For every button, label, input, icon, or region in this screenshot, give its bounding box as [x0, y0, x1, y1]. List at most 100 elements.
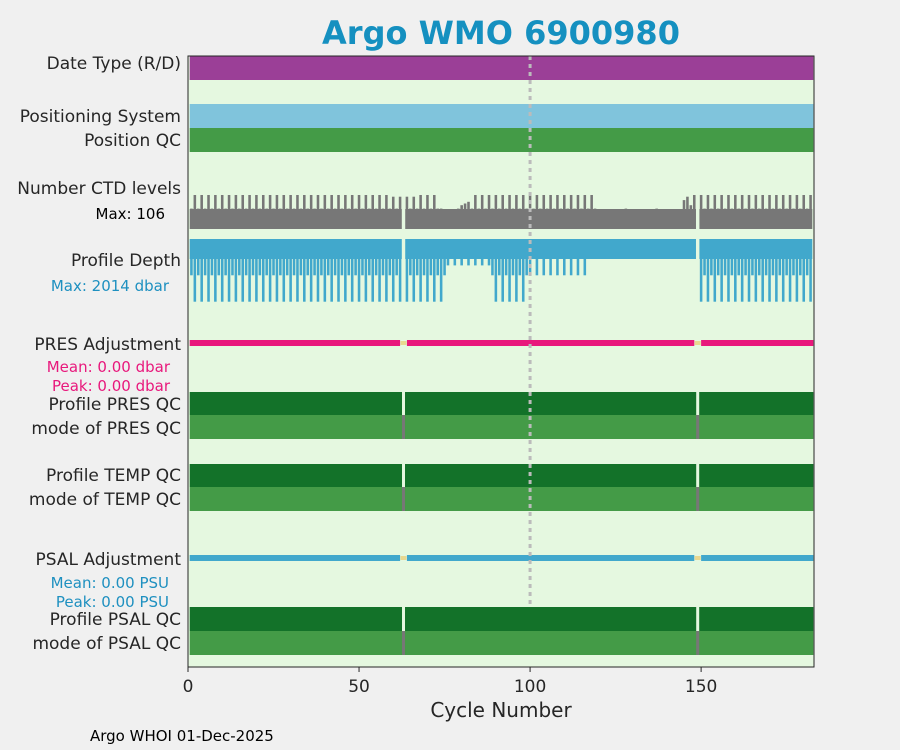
depth-bar-cycle-178	[795, 239, 799, 302]
depth-bar-cycle-64	[405, 239, 409, 302]
position-qc-band	[189, 128, 814, 152]
depth-bar-cycle-180	[802, 239, 806, 302]
footer-credit: Argo WHOI 01-Dec-2025	[90, 727, 274, 745]
depth-bar-cycle-172	[775, 239, 778, 302]
pres-adjustment-line-segment-3	[701, 340, 814, 346]
mode-temp-qc-band-gap-1	[402, 487, 406, 511]
row-label-profile-temp-qc: Profile TEMP QC	[46, 466, 181, 486]
row-label-mode-temp-qc: mode of TEMP QC	[29, 490, 181, 510]
plot-frame	[187, 55, 815, 668]
depth-bar-cycle-164	[747, 239, 751, 302]
depth-bar-cycle-58	[385, 239, 388, 302]
depth-bar-cycle-158	[727, 239, 730, 302]
pres-adjustment-line-gap-marker-1	[400, 341, 407, 345]
depth-bar-cycle-150	[699, 239, 703, 302]
row-label-date-type: Date Type (R/D)	[47, 54, 181, 74]
profile-psal-qc-band-gap-1	[402, 607, 406, 631]
depth-bar-cycle-94	[508, 239, 511, 302]
x-tick-label-50: 50	[348, 677, 370, 697]
depth-bar-cycle-74	[439, 239, 443, 302]
depth-bar-cycle-66	[412, 239, 416, 302]
depth-bar-cycle-60	[391, 239, 395, 302]
depth-bar-cycle-160	[734, 239, 737, 302]
depth-bar-cycle-10	[220, 239, 224, 302]
pres-adjustment-line-segment-2	[406, 340, 695, 346]
depth-bar-cycle-68	[419, 239, 422, 302]
psal-adjustment-line-gap-marker-2	[694, 556, 701, 560]
psal-peak-annotation: Peak: 0.00 PSU	[56, 593, 169, 611]
depth-bar-cycle-168	[761, 239, 764, 302]
depth-bar-cycle-12	[227, 239, 231, 302]
depth-bar-cycle-98	[521, 239, 525, 302]
depth-bar-cycle-40	[323, 239, 327, 302]
ctd-base-band-3	[699, 209, 813, 229]
depth-bar-cycle-90	[494, 239, 498, 302]
depth-bar-cycle-96	[515, 239, 518, 302]
row-label-ctd-levels: Number CTD levels	[17, 179, 181, 199]
pres-peak-annotation: Peak: 0.00 dbar	[52, 377, 171, 395]
row-label-mode-psal-qc: mode of PSAL QC	[32, 634, 181, 654]
psal-adjustment-line-segment-3	[701, 555, 814, 561]
mode-temp-qc-band	[189, 487, 814, 511]
row-label-profile-pres-qc: Profile PRES QC	[48, 395, 181, 415]
pres-adjustment-line-gap-marker-2	[694, 341, 701, 345]
depth-bar-cycle-8	[214, 239, 217, 302]
depth-base-band-1	[189, 239, 402, 259]
profile-temp-qc-band-gap-2	[696, 464, 700, 487]
depth-bar-cycle-32	[296, 239, 299, 302]
mode-temp-qc-band-gap-2	[696, 487, 700, 511]
depth-bar-cycle-72	[433, 239, 436, 302]
mode-psal-qc-band-gap-2	[696, 631, 700, 655]
depth-bar-cycle-14	[234, 239, 238, 302]
depth-bar-cycle-34	[303, 239, 306, 302]
chart-marks	[189, 56, 814, 655]
pres-mean-annotation: Mean: 0.00 dbar	[47, 358, 171, 376]
ctd-base-band-1	[189, 209, 402, 229]
depth-bar-cycle-36	[309, 239, 313, 302]
row-label-profile-depth: Profile Depth	[71, 251, 181, 271]
depth-bar-cycle-62	[398, 239, 402, 302]
depth-base-band-3	[699, 239, 813, 259]
profile-pres-qc-band-gap-1	[402, 392, 406, 415]
depth-bar-cycle-154	[713, 239, 717, 302]
profile-psal-qc-band	[189, 607, 814, 631]
mode-psal-qc-band-gap-1	[402, 631, 406, 655]
mode-pres-qc-band	[189, 415, 814, 439]
profile-pres-qc-band-gap-2	[696, 392, 700, 415]
depth-bar-cycle-28	[282, 239, 286, 302]
profile-pres-qc-band	[189, 392, 814, 415]
depth-bar-cycle-70	[426, 239, 429, 302]
row-label-pres-adjustment: PRES Adjustment	[34, 335, 181, 355]
depth-bar-cycle-92	[501, 239, 504, 302]
ctd-base-band-2	[405, 209, 696, 229]
row-label-positioning-system: Positioning System	[20, 107, 181, 127]
psal-adjustment-line-segment-2	[406, 555, 695, 561]
depth-bar-cycle-6	[207, 239, 210, 302]
depth-bar-cycle-166	[754, 239, 758, 302]
depth-bar-cycle-18	[248, 239, 251, 302]
depth-bar-cycle-156	[720, 239, 723, 302]
positioning-system-band	[189, 104, 814, 128]
depth-bar-cycle-152	[706, 239, 710, 302]
x-tick-label-0: 0	[183, 677, 194, 697]
depth-bar-cycle-54	[371, 239, 375, 302]
x-axis-label: Cycle Number	[430, 698, 572, 722]
depth-bar-cycle-46	[344, 239, 347, 302]
date-type-band	[189, 56, 814, 80]
ctd-max-annotation: Max: 106	[96, 205, 165, 223]
depth-bar-cycle-50	[357, 239, 361, 302]
profile-temp-qc-band-gap-1	[402, 464, 406, 487]
depth-bar-cycle-170	[768, 239, 771, 302]
depth-max-annotation: Max: 2014 dbar	[51, 277, 170, 295]
mode-psal-qc-band	[189, 631, 814, 655]
depth-bar-cycle-182	[809, 239, 812, 302]
depth-base-band-2	[405, 239, 696, 259]
chart-title: Argo WMO 6900980	[322, 14, 680, 52]
depth-bar-cycle-174	[781, 239, 785, 302]
depth-bar-cycle-48	[350, 239, 354, 302]
depth-bar-cycle-52	[364, 239, 368, 302]
psal-adjustment-line-segment-1	[189, 555, 401, 561]
depth-bar-cycle-162	[740, 239, 744, 302]
psal-adjustment-line-gap-marker-1	[400, 556, 407, 560]
